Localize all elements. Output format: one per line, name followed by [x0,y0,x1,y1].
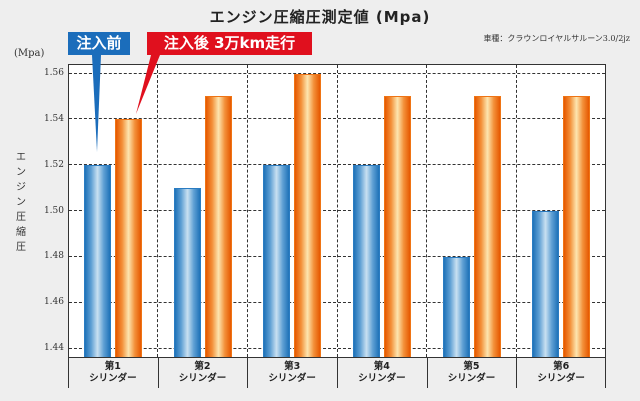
y-axis-title-char: エ [16,152,26,163]
category-separator [426,358,428,388]
category-label-1: 第1 シリンダー [68,358,158,388]
y-axis-title-char: 縮 [16,227,26,238]
category-label-text: シリンダー [358,373,406,384]
plot-area [68,64,606,358]
y-tick-label: 1.54 [43,113,64,124]
category-axis: 第1 シリンダー 第2 シリンダー 第3 シリンダー 第4 シリンダー 第5 シリンダー 第6 シリン… [68,358,606,388]
bar-after-2 [204,96,232,357]
category-label-6: 第6 シリンダー [516,358,606,388]
y-tick-label: 1.48 [43,251,64,262]
y-axis-title-char: 圧 [16,242,26,253]
y-axis-unit: (Mpa) [14,48,45,59]
category-separator [157,358,159,388]
v-gridline [515,65,517,357]
y-axis-title-char: ン [16,167,26,178]
y-tick-label: 1.52 [43,159,64,170]
bar-before-1 [84,165,111,357]
chart-title: エンジン圧縮圧測定値 (Mpa) [209,8,431,26]
v-gridline [246,65,248,357]
category-label-2: 第2 シリンダー [158,358,248,388]
v-gridline [157,65,159,357]
bar-after-3 [294,73,322,357]
category-label-number: 第6 [553,361,570,372]
category-label-4: 第4 シリンダー [337,358,427,388]
category-label-text: シリンダー [447,373,496,384]
category-label-number: 第4 [373,361,390,372]
bar-after-4 [384,96,411,357]
category-label-text: シリンダー [178,373,227,384]
y-axis-title-char: ン [16,197,26,208]
y-tick-label: 1.50 [43,205,64,216]
category-separator [68,358,69,388]
legend-after: 注入後 3万km走行 [147,32,312,55]
bar-before-3 [263,165,291,357]
category-separator [516,358,518,388]
category-label-number: 第1 [104,361,121,372]
category-separator [247,358,249,388]
category-label-3: 第3 シリンダー [247,358,337,388]
category-label-number: 第3 [284,361,301,372]
category-label-number: 第5 [463,361,480,372]
bar-after-1 [115,119,142,357]
y-tick-label: 1.56 [43,68,64,78]
category-separator [337,358,338,388]
category-label-text: シリンダー [537,373,585,384]
chart-subtitle: 車種：クラウンロイヤルサルーン3.0/2jz [483,34,630,43]
y-axis-title-char: 圧 [16,212,26,223]
category-separator [604,358,606,388]
legend-after-pointer [136,55,160,114]
category-label-text: シリンダー [89,373,137,384]
bar-before-5 [442,256,470,357]
category-label-number: 第2 [194,361,211,372]
y-tick-label: 1.46 [43,297,64,308]
y-tick-label: 1.44 [43,343,64,353]
category-label-5: 第5 シリンダー [427,358,517,388]
bar-after-5 [473,96,501,357]
bar-before-6 [532,211,560,357]
y-axis-title: エンジン圧縮圧 [14,150,28,255]
legend-before-pointer [92,55,101,152]
legend-before: 注入前 [68,32,130,55]
bar-before-4 [353,165,380,357]
v-gridline [336,65,338,357]
bar-before-2 [173,188,201,357]
bar-after-6 [563,96,591,357]
v-gridline [426,65,428,357]
y-axis-title-char: ジ [16,182,26,193]
category-label-text: シリンダー [268,373,316,384]
